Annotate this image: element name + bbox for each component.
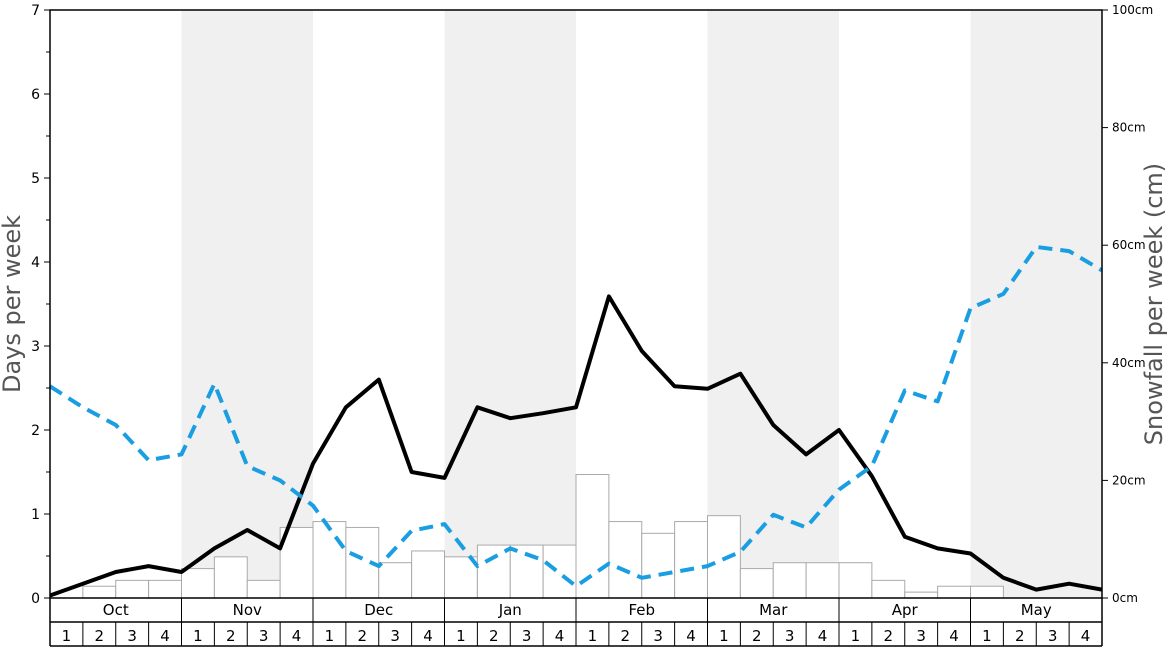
month-band-mar: [707, 10, 839, 598]
right-tick-label: 60cm: [1112, 238, 1146, 252]
week-label: 2: [621, 627, 631, 645]
snowfall-bar: [575, 474, 610, 599]
snowfall-bars: [82, 474, 1004, 599]
snowfall-bar: [641, 532, 676, 599]
snowfall-bar: [937, 585, 971, 599]
month-label-feb: Feb: [628, 601, 655, 619]
week-label: 3: [653, 627, 663, 645]
month-shading: [181, 10, 1102, 598]
week-label: 3: [916, 627, 926, 645]
left-tick-label: 1: [31, 507, 40, 523]
snowfall-bar: [115, 579, 150, 599]
snowfall-bar: [970, 585, 1004, 599]
week-label: 4: [555, 627, 565, 645]
left-tick-label: 0: [31, 591, 40, 607]
right-axis: 0cm 20cm 40cm 60cm 80cm 100cm: [1102, 3, 1153, 605]
month-band-may: [970, 10, 1102, 598]
snowfall-bar: [542, 544, 577, 599]
snowfall-bar: [246, 579, 281, 599]
snowfall-bar: [279, 526, 314, 599]
left-tick-label: 5: [31, 171, 40, 187]
week-label: 1: [325, 627, 335, 645]
right-tick-label: 20cm: [1112, 473, 1146, 487]
week-label: 4: [160, 627, 170, 645]
right-axis-title: Snowfall per week (cm): [1140, 163, 1168, 445]
month-band-nov: [181, 10, 313, 598]
snowfall-bar: [476, 544, 511, 599]
left-tick-label: 4: [31, 255, 40, 271]
week-label: 1: [982, 627, 992, 645]
month-label-jan: Jan: [498, 601, 522, 619]
week-label: 3: [1048, 627, 1058, 645]
snowfall-bar: [838, 562, 873, 599]
week-label: 2: [752, 627, 762, 645]
week-label: 4: [949, 627, 959, 645]
snowfall-bar: [871, 579, 906, 599]
left-axis: 0 1 2 3 4 5 6 7: [31, 3, 50, 607]
week-label: 2: [884, 627, 894, 645]
snowfall-bar: [312, 521, 347, 599]
month-label-dec: Dec: [364, 601, 393, 619]
week-label: 4: [1081, 627, 1091, 645]
snowfall-bar: [82, 585, 117, 599]
week-label: 2: [95, 627, 105, 645]
week-label: 3: [522, 627, 532, 645]
snowfall-bar: [904, 591, 939, 599]
right-tick-label: 100cm: [1112, 3, 1153, 17]
week-label: 2: [226, 627, 236, 645]
month-label-nov: Nov: [233, 601, 262, 619]
week-label: 1: [588, 627, 598, 645]
snowfall-bar: [378, 562, 413, 599]
left-tick-label: 3: [31, 339, 40, 355]
right-tick-label: 40cm: [1112, 356, 1146, 370]
right-tick-label: 80cm: [1112, 121, 1146, 135]
snowfall-bar: [148, 579, 182, 599]
month-label-oct: Oct: [103, 601, 129, 619]
week-label: 2: [358, 627, 368, 645]
week-label: 1: [456, 627, 466, 645]
week-label: 4: [292, 627, 302, 645]
dashed-line-series: [48, 244, 1104, 589]
snowfall-bar: [608, 521, 643, 599]
snowfall-bar: [213, 556, 248, 599]
month-label-apr: Apr: [892, 601, 919, 619]
week-label: 3: [785, 627, 795, 645]
week-label: 1: [193, 627, 203, 645]
snowfall-bar: [772, 562, 807, 599]
week-label: 2: [489, 627, 499, 645]
week-label: 1: [719, 627, 729, 645]
line-series: [48, 244, 1104, 598]
left-tick-label: 6: [31, 87, 40, 103]
month-label-mar: Mar: [759, 601, 788, 619]
week-label: 3: [390, 627, 400, 645]
snowfall-bar: [411, 550, 445, 599]
week-label: 4: [423, 627, 433, 645]
week-label: 3: [259, 627, 269, 645]
left-tick-label: 7: [31, 3, 40, 19]
solid-line-series: [49, 294, 1103, 598]
week-label: 3: [127, 627, 137, 645]
month-band-jan: [444, 10, 576, 598]
week-label: 2: [1015, 627, 1025, 645]
month-label-may: May: [1021, 601, 1052, 619]
week-label: 1: [62, 627, 72, 645]
left-axis-title: Days per week: [0, 215, 26, 393]
snowfall-bar: [805, 562, 840, 599]
week-axis: 1 2 3 4 1 2 3 4 1 2 3 4 1 2 3 4 1 2 3 4 1 2 3 4 1 2 3 4 1 2 3 4: [62, 622, 1091, 646]
week-label: 4: [686, 627, 696, 645]
snowfall-bar: [181, 568, 215, 599]
snowfall-bar: [674, 521, 708, 599]
left-tick-label: 2: [31, 423, 40, 439]
week-label: 1: [851, 627, 861, 645]
snowfall-bar: [739, 568, 774, 599]
right-tick-label: 0cm: [1112, 591, 1138, 605]
week-label: 4: [818, 627, 828, 645]
